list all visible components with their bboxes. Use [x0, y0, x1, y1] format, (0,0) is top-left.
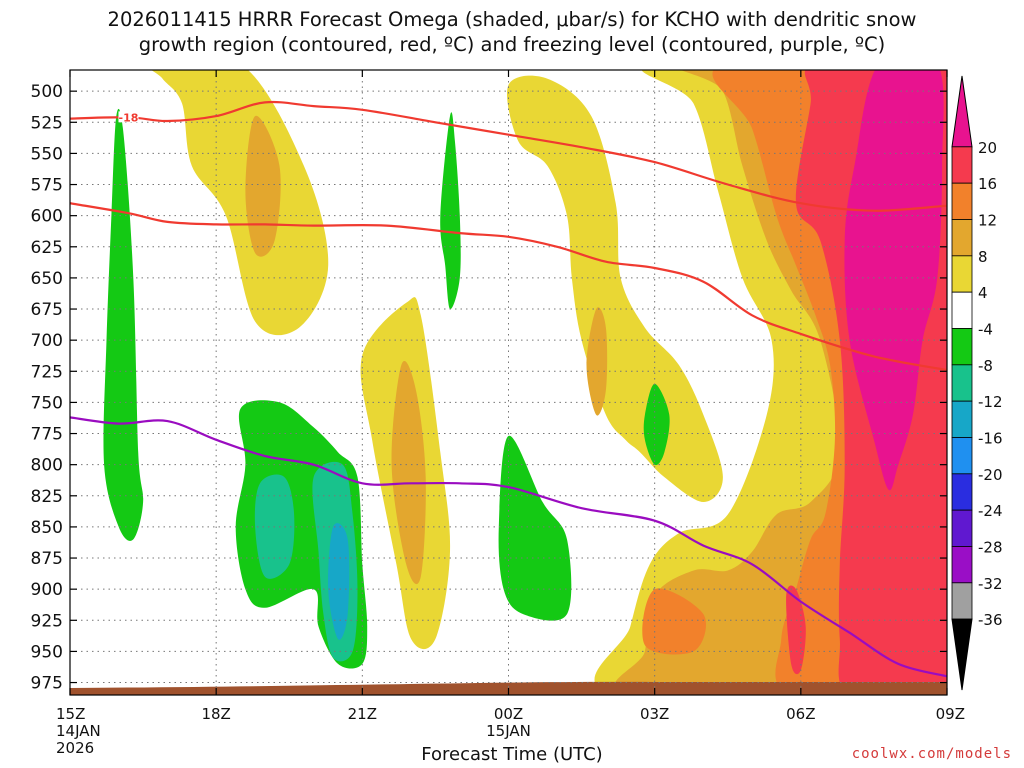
x-tick-label-18Z: 18Z [201, 705, 230, 723]
omega-region-sinking-8-a [245, 115, 281, 257]
colorbar-label-2: 12 [978, 212, 997, 230]
colorbar-swatch-9 [951, 473, 973, 511]
x-tick-year-15Z: 2026 [56, 739, 94, 757]
x-tick-sublabel-00Z: 15JAN [486, 722, 531, 740]
omega-region-rising-4-d [643, 383, 670, 466]
y-tick-label-675: 675 [31, 300, 63, 320]
colorbar-label-11: -28 [978, 538, 1003, 556]
omega-region-sinking-8-b [391, 361, 426, 585]
x-tick-label-03Z: 03Z [640, 705, 669, 723]
colorbar-swatch-2 [951, 219, 973, 257]
y-tick-label-625: 625 [31, 238, 63, 258]
contour-lines: -18 [70, 100, 947, 678]
colorbar-swatch-5 [951, 328, 973, 366]
axes: 500 525 550 575 600 625 650 675 700 725 750 775 800 8… [31, 69, 965, 757]
colorbar-label-7: -12 [978, 393, 1003, 411]
y-tick-label-500: 500 [31, 82, 63, 102]
omega-region-sinking-12-e [642, 588, 707, 655]
omega-region-rising-4-c [498, 435, 572, 621]
y-tick-label-975: 975 [31, 674, 63, 694]
colorbar-swatch-12 [951, 582, 973, 620]
x-tick-label-21Z: 21Z [348, 705, 377, 723]
dgz-contour-label: -18 [119, 111, 139, 124]
y-tick-label-825: 825 [31, 487, 63, 507]
y-tick-label-725: 725 [31, 362, 63, 382]
colorbar-label-3: 8 [978, 248, 988, 266]
colorbar-swatch-6 [951, 364, 973, 402]
x-axis-label: Forecast Time (UTC) [421, 744, 603, 765]
colorbar-label-10: -24 [978, 502, 1003, 520]
colorbar-label-9: -20 [978, 466, 1003, 484]
y-tick-label-925: 925 [31, 611, 63, 631]
colorbar-label-6: -8 [978, 357, 993, 375]
colorbar-top-arrow [951, 75, 973, 148]
colorbar-swatch-8 [951, 437, 973, 475]
x-tick-label-15Z: 15Z [56, 705, 85, 723]
omega-region-rising-4-a [103, 108, 144, 541]
y-tick-label-875: 875 [31, 549, 63, 569]
omega-region-rising-8-a [440, 112, 461, 310]
y-tick-label-850: 850 [31, 518, 63, 538]
y-tick-label-525: 525 [31, 113, 63, 133]
y-tick-label-775: 775 [31, 425, 63, 445]
colorbar-label-8: -16 [978, 429, 1003, 447]
y-tick-label-600: 600 [31, 207, 63, 227]
omega-region-sinking-20-d [844, 70, 944, 491]
colorbar-swatch-10 [951, 509, 973, 547]
chart-title-line-1: 2026011415 HRRR Forecast Omega (shaded, … [107, 8, 917, 31]
colorbar-swatch-1 [951, 182, 973, 220]
omega-fills [70, 70, 947, 695]
colorbar-swatch-0 [951, 146, 973, 184]
omega-region-rising-12-c [328, 523, 350, 640]
x-tick-label-09Z: 09Z [936, 705, 965, 723]
dgz-bottom-contour [70, 202, 947, 372]
y-tick-label-750: 750 [31, 393, 63, 413]
x-tick-label-00Z: 00Z [494, 705, 523, 723]
colorbar-label-4: 4 [978, 284, 988, 302]
colorbar-bottom-arrow [951, 618, 973, 691]
colorbar-swatch-4 [951, 291, 973, 329]
y-tick-label-900: 900 [31, 580, 63, 600]
colorbar-swatch-7 [951, 400, 973, 438]
dgz-top-contour [70, 100, 947, 212]
omega-region-sinking-16-e [786, 585, 806, 675]
colorbar-label-12: -32 [978, 575, 1003, 593]
dgz-label-bg [118, 111, 139, 123]
credit-link[interactable]: coolwx.com/models [851, 746, 1012, 762]
y-tick-label-650: 650 [31, 269, 63, 289]
colorbar: 20 16 12 8 4 -4 -8 -12 -16 -20 -24 -28 -32 -36 [951, 75, 1003, 691]
colorbar-swatch-3 [951, 255, 973, 293]
y-tick-label-950: 950 [31, 642, 63, 662]
y-tick-label-550: 550 [31, 144, 63, 164]
omega-region-sinking-8-c [586, 307, 608, 416]
colorbar-label-1: 16 [978, 175, 997, 193]
y-tick-label-575: 575 [31, 176, 63, 196]
y-tick-label-700: 700 [31, 331, 63, 351]
colorbar-label-0: 20 [978, 139, 997, 157]
omega-region-sinking-4-a [151, 70, 329, 336]
colorbar-label-5: -4 [978, 321, 993, 339]
x-tick-label-06Z: 06Z [786, 705, 815, 723]
colorbar-label-13: -36 [978, 611, 1003, 629]
omega-region-sinking-4-c [506, 75, 723, 503]
colorbar-swatch-11 [951, 546, 973, 584]
y-tick-label-800: 800 [31, 456, 63, 476]
freezing-level-contour [70, 416, 947, 678]
chart-title-line-2: growth region (contoured, red, ºC) and f… [138, 33, 886, 56]
x-tick-sublabel-15Z: 14JAN [56, 722, 101, 740]
